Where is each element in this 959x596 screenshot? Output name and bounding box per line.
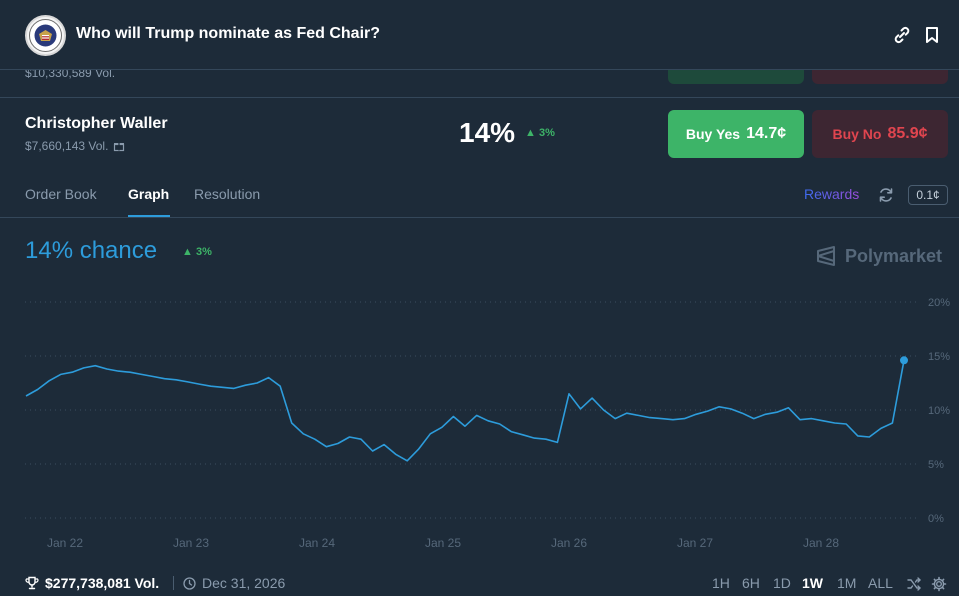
detail-tabs: Order Book Graph Resolution Rewards 0.1¢ [0,174,959,218]
tab-resolution[interactable]: Resolution [194,186,261,202]
buy-yes-label: Buy Yes [685,126,741,142]
y-tick-label: 20% [928,297,950,309]
buy-yes-button[interactable]: Buy Yes 14.7¢ [668,110,804,158]
x-tick-label: Jan 24 [299,536,335,550]
total-volume: $277,738,081 Vol. [25,575,159,591]
link-icon[interactable] [892,25,912,45]
range-1d[interactable]: 1D [773,575,791,591]
shuffle-icon[interactable] [906,576,922,592]
range-all[interactable]: ALL [868,575,893,591]
tab-graph[interactable]: Graph [128,186,170,202]
outcome-percent: 14% [459,117,516,148]
range-1m[interactable]: 1M [837,575,857,591]
x-tick-label: Jan 28 [803,536,839,550]
trophy-icon [25,576,39,590]
chance-label: 14% chance [25,237,158,264]
gift-icon[interactable] [113,140,125,152]
polymarket-logo-icon [817,246,835,266]
footer-divider [173,576,174,590]
range-1w[interactable]: 1W [802,575,823,591]
y-tick-label: 15% [928,351,950,363]
current-price-dot [900,356,908,365]
bookmark-icon[interactable] [922,25,942,45]
polymarket-brand: Polymarket [815,245,942,267]
active-tab-indicator [128,215,170,217]
end-date: Dec 31, 2026 [183,575,285,591]
outcome-name: Christopher Waller [25,115,168,132]
outcome-change: ▲ 3% [525,127,555,139]
arrow-up-icon: ▲ [525,127,536,139]
market-header: Who will Trump nominate as Fed Chair? [0,0,959,70]
tick-size-badge[interactable]: 0.1¢ [908,185,948,205]
rewards-link[interactable]: Rewards [804,186,860,202]
buy-yes-price: 14.7¢ [746,125,787,142]
range-6h[interactable]: 6H [742,575,760,591]
tab-order-book[interactable]: Order Book [25,186,97,202]
buy-no-button[interactable]: Buy No 85.9¢ [812,110,948,158]
brand-name: Polymarket [845,245,943,266]
refresh-icon[interactable] [877,186,895,204]
market-title: Who will Trump nominate as Fed Chair? [76,25,381,42]
outcome-volume-text: $7,660,143 Vol. [25,139,109,153]
range-1h[interactable]: 1H [712,575,730,591]
x-tick-label: Jan 26 [551,536,587,550]
fed-seal-logo [25,15,66,56]
end-date-text: Dec 31, 2026 [202,575,286,591]
y-tick-label: 0% [928,513,944,525]
x-tick-label: Jan 27 [677,536,713,550]
clock-icon [183,576,196,590]
price-history-chart[interactable]: 20% 15% 10% 5% 0% Jan 22 Jan 23 Jan 24 Jan 25 Ja… [0,290,959,556]
chart-footer: $277,738,081 Vol. Dec 31, 2026 1H 6H 1D … [0,566,959,596]
arrow-up-icon: ▲ [182,246,193,258]
y-tick-label: 10% [928,405,950,417]
outcome-volume: $7,660,143 Vol. [25,139,125,153]
x-tick-label: Jan 23 [173,536,209,550]
chance-change: ▲ 3% [182,246,212,258]
settings-gear-icon[interactable] [931,576,947,592]
buy-no-label: Buy No [832,126,882,142]
x-tick-label: Jan 25 [425,536,461,550]
buy-no-price: 85.9¢ [887,125,928,142]
y-tick-label: 5% [928,459,944,471]
probability-line [25,360,905,462]
total-volume-text: $277,738,081 Vol. [45,575,160,591]
x-tick-label: Jan 22 [47,536,83,550]
